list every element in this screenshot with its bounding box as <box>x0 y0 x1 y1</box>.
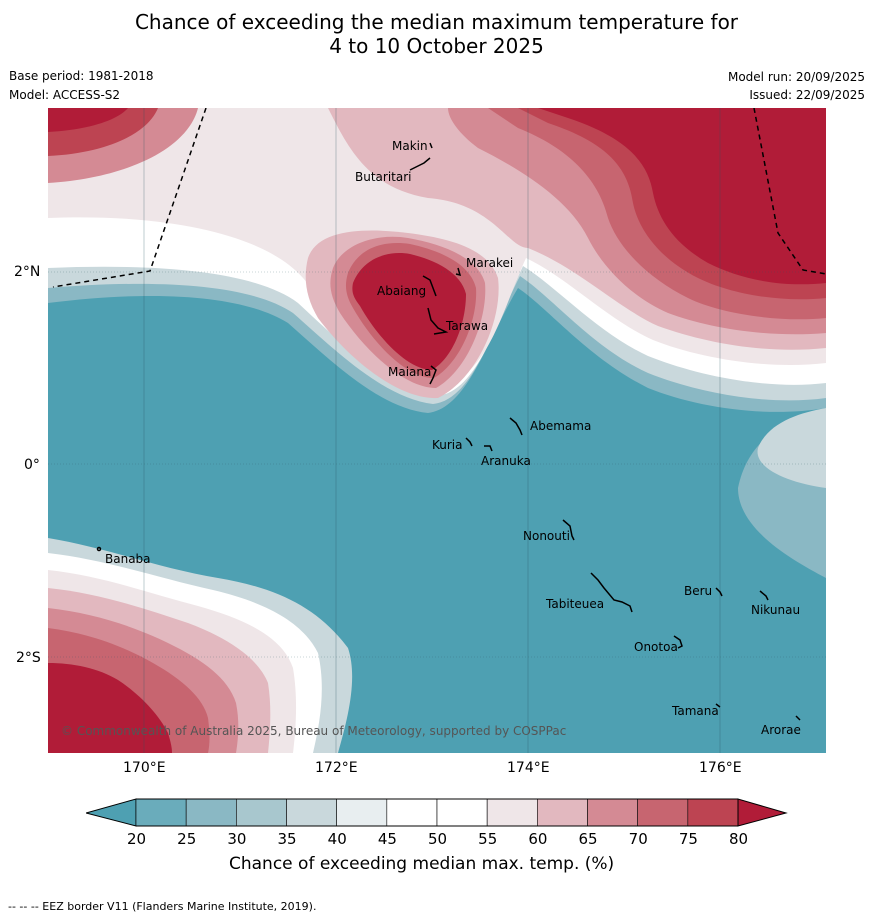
island-arorae <box>795 715 801 721</box>
model-name: Model: ACCESS-S2 <box>9 88 121 102</box>
colorbar-tick-label: 50 <box>428 830 448 848</box>
colorbar-segment <box>537 798 588 827</box>
island-makin <box>429 142 433 149</box>
colorbar-segments <box>86 798 788 827</box>
map-svg <box>48 107 827 753</box>
colorbar-under-triangle <box>86 798 137 827</box>
colorbar-tick-label: 70 <box>628 830 648 848</box>
colorbar-segment <box>486 798 538 827</box>
colorbar-tick-label: 40 <box>327 830 347 848</box>
copyright-notice: © Commonwealth of Australia 2025, Bureau… <box>61 724 567 738</box>
lon-label-176: 176°E <box>699 760 742 776</box>
chart-title: Chance of exceeding the median maximum t… <box>0 10 873 58</box>
colorbar-tick-label: 45 <box>377 830 397 848</box>
label-marakei: Marakei <box>466 256 514 270</box>
footer-note: -- -- -- EEZ border V11 (Flanders Marine… <box>8 900 317 913</box>
label-banaba: Banaba <box>105 552 151 566</box>
colorbar-tick-label: 80 <box>729 830 749 848</box>
island-tamana <box>715 703 721 708</box>
island-tarawa <box>427 307 449 335</box>
island-butaritari <box>409 157 431 171</box>
island-abemama <box>509 417 523 436</box>
colorbar-tick-label: 75 <box>678 830 698 848</box>
issued-date: Issued: 22/09/2025 <box>749 88 865 102</box>
label-tamana: Tamana <box>672 704 719 718</box>
contour-60b <box>48 108 528 174</box>
label-makin: Makin <box>392 139 428 153</box>
graticule <box>48 108 826 753</box>
colorbar-tick-label: 35 <box>277 830 297 848</box>
lat-label-2s: 2°S <box>16 650 41 666</box>
colorbar-segment <box>185 798 237 827</box>
colorbar-segment <box>637 798 689 827</box>
colorbar-tick-label: 55 <box>478 830 498 848</box>
colorbar-segment <box>436 798 488 827</box>
lon-label-174: 174°E <box>507 760 550 776</box>
island-aranuka <box>484 445 493 452</box>
eez-border <box>52 107 827 288</box>
forecast-map: Makin Butaritari Marakei Abaiang Tarawa … <box>48 107 827 753</box>
colorbar-tick-label: 65 <box>578 830 598 848</box>
colorbar-tick-label: 30 <box>227 830 247 848</box>
colorbar-segment <box>386 798 438 827</box>
island-nikunau <box>759 590 769 601</box>
lon-label-170: 170°E <box>123 760 166 776</box>
label-aranuka: Aranuka <box>481 454 531 468</box>
island-onotoa <box>673 635 683 649</box>
colorbar-tick-label: 60 <box>528 830 548 848</box>
lat-label-2n: 2°N <box>14 264 41 280</box>
label-beru: Beru <box>684 584 713 598</box>
colorbar-tick-label: 20 <box>127 830 147 848</box>
colorbar-segment <box>286 798 337 827</box>
label-onotoa: Onotoa <box>634 640 678 654</box>
island-nonouti <box>562 519 575 541</box>
island-abaiang <box>422 275 437 297</box>
colorbar-segment <box>135 798 187 827</box>
label-arorae: Arorae <box>761 723 801 737</box>
label-tabiteuea: Tabiteuea <box>546 597 605 611</box>
island-banaba <box>96 546 102 552</box>
colorbar-segment <box>587 798 638 827</box>
lat-label-0: 0° <box>24 457 40 473</box>
contour-80-nw <box>48 108 128 132</box>
colorbar-segment <box>687 798 739 827</box>
east-40 <box>757 408 826 488</box>
label-abemama: Abemama <box>530 419 592 433</box>
blob-80 <box>352 253 466 370</box>
label-abaiang: Abaiang <box>377 284 427 298</box>
colorbar-label: Chance of exceeding median max. temp. (%… <box>229 854 615 874</box>
colorbar-segment <box>236 798 287 827</box>
island-maiana <box>429 365 437 385</box>
colorbar-segment <box>336 798 388 827</box>
model-run: Model run: 20/09/2025 <box>727 70 865 84</box>
island-marakei <box>455 267 462 277</box>
label-maiana: Maiana <box>388 365 432 379</box>
label-butaritari: Butaritari <box>355 170 412 184</box>
colorbar-over-triangle <box>737 798 788 827</box>
sw-80 <box>48 663 172 753</box>
island-kuria <box>465 437 473 447</box>
contour-80-ne <box>538 108 826 285</box>
island-tabiteuea <box>590 572 633 613</box>
label-tarawa: Tarawa <box>446 319 489 333</box>
label-kuria: Kuria <box>432 438 463 452</box>
islands <box>96 142 801 721</box>
title-line-2: 4 to 10 October 2025 <box>329 34 544 58</box>
island-beru <box>715 587 723 597</box>
title-line-1: Chance of exceeding the median maximum t… <box>134 10 739 34</box>
colorbar <box>86 798 788 827</box>
lon-label-172: 172°E <box>315 760 358 776</box>
label-nikunau: Nikunau <box>751 603 801 617</box>
colorbar-tick-label: 25 <box>177 830 197 848</box>
base-period: Base period: 1981-2018 <box>9 69 154 83</box>
label-nonouti: Nonouti <box>523 529 570 543</box>
